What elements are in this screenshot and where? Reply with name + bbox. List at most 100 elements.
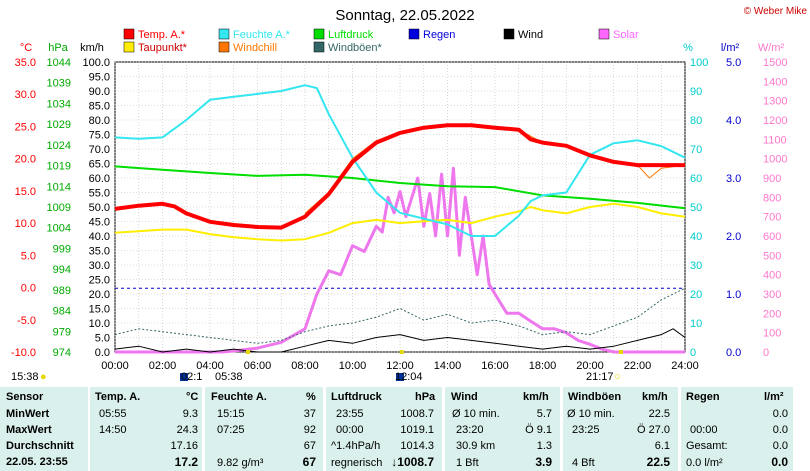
- wind-avg10-label: Ø 10 min.: [452, 408, 500, 420]
- gust-max-time: 23:25: [572, 424, 600, 436]
- solar-tick-label: 0: [763, 347, 769, 359]
- wind-tick-label: 95.0: [89, 72, 110, 84]
- gust-max-value: Ö 27.0: [636, 424, 670, 436]
- solar-tick-label: 700: [763, 212, 781, 224]
- pressure-max-time: 00:00: [336, 424, 364, 436]
- temp-tick-label: -10.0: [11, 347, 36, 359]
- solar-tick-label: 500: [763, 250, 781, 262]
- solar-tick-label: 600: [763, 231, 781, 243]
- weather-chart: Sonntag, 22.05.2022 © Weber Mike Temp. A.*…: [11, 6, 807, 381]
- series-line: [114, 84, 686, 237]
- solar-tick-label: 1500: [763, 57, 787, 69]
- temp-tick-label: 25.0: [15, 121, 36, 133]
- humidity-tick-label: 40: [690, 231, 702, 243]
- x-tick-label: 08:00: [291, 360, 319, 372]
- marker-label-3: 12:04: [395, 371, 423, 383]
- series-line: [114, 328, 686, 353]
- humidity-axis-title: %: [683, 42, 693, 54]
- wind-avg10-value: 5.7: [536, 408, 552, 420]
- solar-tick-label: 400: [763, 270, 781, 282]
- gust-current-value: 22.5: [646, 455, 670, 469]
- x-tick-label: 10:00: [339, 360, 367, 372]
- x-tick-label: 00:00: [101, 360, 129, 372]
- temp-current-value: 17.2: [174, 455, 198, 469]
- x-tick-label: 22:00: [624, 360, 652, 372]
- series-line: [114, 202, 686, 242]
- gust-avg-value: 6.1: [654, 440, 670, 452]
- x-tick-label: 12:00: [386, 360, 414, 372]
- pressure-tick-label: 1029: [47, 119, 71, 131]
- day-bar: 15:38 ● 02:1 05:38 12:04 21:17 ○: [0, 370, 810, 384]
- series-line: [114, 165, 686, 210]
- gust-header: Windböen: [568, 391, 622, 403]
- solar-tick-label: 200: [763, 308, 781, 320]
- humidity-tick-label: 10: [690, 318, 702, 330]
- wind-tick-label: 35.0: [89, 246, 110, 258]
- series-line: [115, 166, 685, 354]
- gust-avg10-label: Ø 10 min.: [567, 408, 615, 420]
- rain-max-time: 00:00: [690, 424, 718, 436]
- series-line: [114, 287, 686, 344]
- temp-axis-title: °C: [20, 42, 32, 54]
- row-label-avg: Durchschnitt: [6, 440, 74, 452]
- humidity-absolute: 9.82 g/m³: [217, 457, 264, 469]
- pressure-tick-label: 984: [53, 306, 71, 318]
- legend-swatch: [408, 28, 420, 40]
- x-tick-label: 20:00: [576, 360, 604, 372]
- rain-tick-label: 5.0: [726, 57, 741, 69]
- x-tick-label: 02:00: [149, 360, 177, 372]
- humidity-header: Feuchte A.: [211, 391, 267, 403]
- solar-tick-label: 800: [763, 192, 781, 204]
- humidity-tick-label: 60: [690, 173, 702, 185]
- x-tick-label: 24:00: [671, 360, 699, 372]
- sun-marker: [618, 350, 623, 354]
- pressure-forecast: regnerisch: [331, 457, 383, 469]
- legend-label: Windböen*: [328, 42, 383, 54]
- humidity-tick-label: 0: [690, 347, 696, 359]
- humidity-tick-label: 90: [690, 86, 702, 98]
- temp-min-time: 05:55: [99, 408, 127, 420]
- humidity-max-time: 07:25: [217, 424, 245, 436]
- temp-avg-value: 17.16: [170, 440, 198, 452]
- solar-axis-title: W/m²: [758, 42, 785, 54]
- temp-tick-label: 15.0: [15, 186, 36, 198]
- wind-tick-label: 75.0: [89, 130, 110, 142]
- pressure-tick-label: 994: [53, 264, 71, 276]
- wind-bft: 1 Bft: [456, 457, 479, 469]
- rain-header: Regen: [686, 391, 720, 403]
- pressure-min-value: 1008.7: [400, 408, 434, 420]
- wind-tick-label: 80.0: [89, 115, 110, 127]
- legend-swatch: [218, 41, 230, 53]
- pressure-min-time: 23:55: [336, 408, 364, 420]
- legend-swatch: [313, 28, 325, 40]
- temp-tick-label: 5.0: [21, 250, 36, 262]
- x-tick-label: 14:00: [434, 360, 462, 372]
- pressure-tick-label: 1039: [47, 78, 71, 90]
- temp-tick-label: 35.0: [15, 57, 36, 69]
- temp-max-time: 14:50: [99, 424, 127, 436]
- wind-tick-label: 70.0: [89, 144, 110, 156]
- temp-max-value: 24.3: [176, 424, 198, 436]
- chart-title: Sonntag, 22.05.2022: [335, 7, 474, 24]
- wind-max-time: 23:20: [456, 424, 484, 436]
- solar-tick-label: 1100: [763, 134, 787, 146]
- legend-label: Temp. A.*: [138, 29, 186, 41]
- humidity-tick-label: 30: [690, 260, 702, 272]
- wind-tick-label: 30.0: [89, 260, 110, 272]
- x-tick-label: 18:00: [529, 360, 557, 372]
- moon-icon: ○: [614, 371, 621, 383]
- humidity-min-value: 37: [303, 408, 316, 420]
- rain-axis-title: l/m²: [721, 42, 740, 54]
- rain-tick-label: 4.0: [726, 115, 741, 127]
- wind-tick-label: 50.0: [89, 202, 110, 214]
- wind-tick-label: 65.0: [89, 159, 110, 171]
- noon-marker-icon: [396, 373, 404, 381]
- legend-label: Feuchte A.*: [233, 29, 291, 41]
- row-label-max: MaxWert: [6, 424, 52, 436]
- sun-marker: [399, 350, 404, 354]
- solar-tick-label: 300: [763, 289, 781, 301]
- legend-swatch: [503, 28, 515, 40]
- legend-label: Regen: [423, 29, 455, 41]
- pressure-tick-label: 1014: [47, 181, 71, 193]
- temp-tick-label: 20.0: [15, 154, 36, 166]
